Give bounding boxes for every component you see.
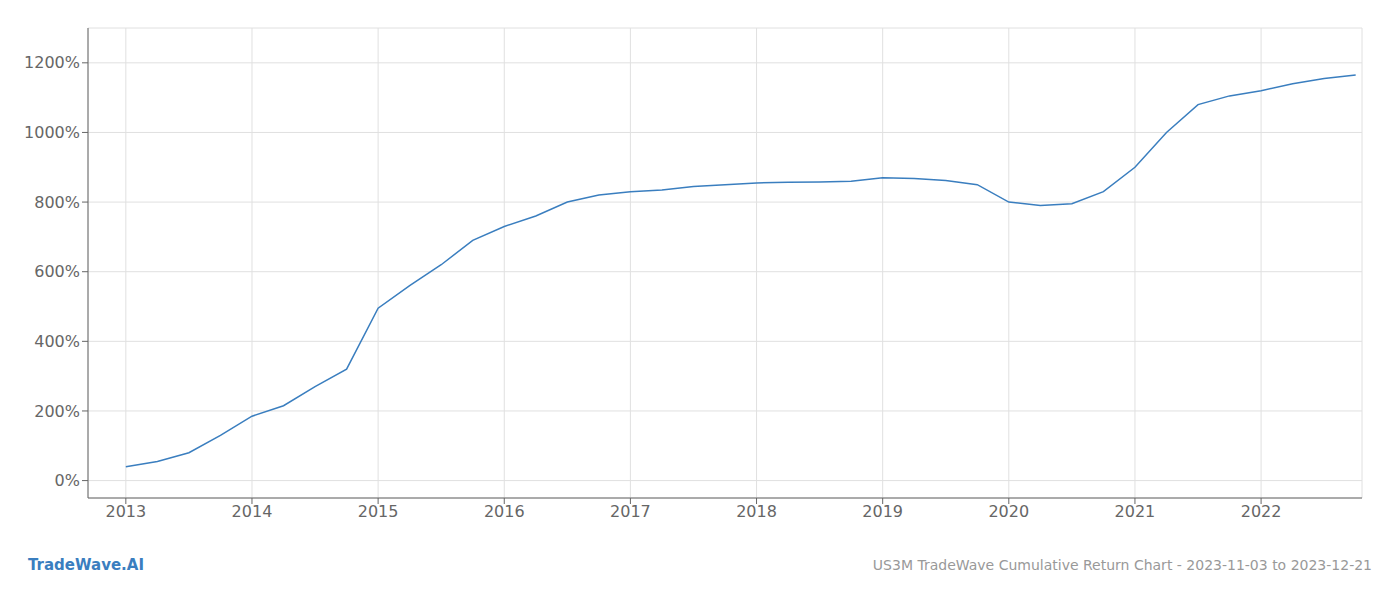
- svg-text:800%: 800%: [34, 193, 80, 212]
- svg-text:2022: 2022: [1241, 502, 1282, 521]
- svg-text:2018: 2018: [736, 502, 777, 521]
- svg-text:2020: 2020: [988, 502, 1029, 521]
- svg-text:2017: 2017: [610, 502, 651, 521]
- svg-text:2015: 2015: [358, 502, 399, 521]
- svg-text:2014: 2014: [232, 502, 273, 521]
- svg-text:2019: 2019: [862, 502, 903, 521]
- svg-text:1200%: 1200%: [24, 53, 80, 72]
- svg-text:0%: 0%: [55, 471, 80, 490]
- html-text:TradeWave.AI: TradeWave.AI: [28, 556, 144, 574]
- svg-text:2013: 2013: [105, 502, 146, 521]
- svg-text:200%: 200%: [34, 402, 80, 421]
- svg-text:2016: 2016: [484, 502, 525, 521]
- svg-text:400%: 400%: [34, 332, 80, 351]
- html-text:US3M TradeWave Cumulative Retu: US3M TradeWave Cumulative Return Chart -…: [872, 557, 1372, 573]
- svg-text:2021: 2021: [1115, 502, 1156, 521]
- svg-text:1000%: 1000%: [24, 123, 80, 142]
- svg-text:600%: 600%: [34, 262, 80, 281]
